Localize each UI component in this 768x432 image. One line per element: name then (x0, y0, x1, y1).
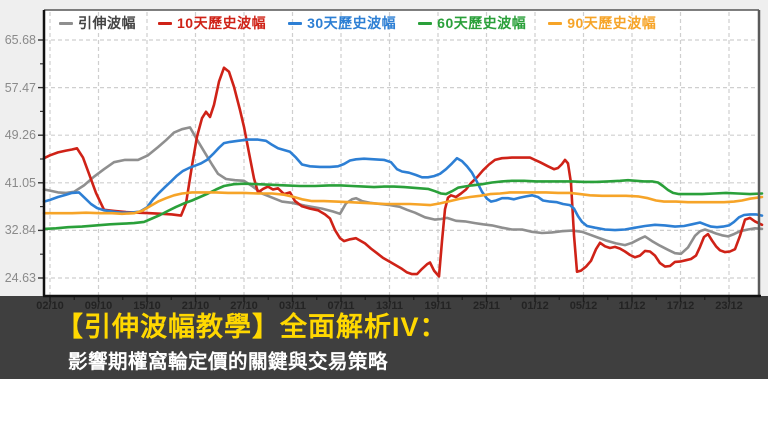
legend-dash-icon (548, 21, 563, 25)
x-axis-label: 15/10 (133, 300, 161, 312)
plot-background (44, 10, 759, 296)
series-line-hv60 (42, 178, 764, 231)
x-axis-label: 13/11 (376, 300, 403, 312)
x-axis-label: 01/12 (521, 300, 549, 312)
legend-dash-icon (288, 21, 303, 25)
x-axis-label: 21/10 (182, 300, 210, 312)
legend-label: 90天歷史波幅 (567, 15, 657, 31)
legend-item-hv60: 60天歷史波幅 (418, 13, 526, 33)
legend-item-hv90: 90天歷史波幅 (548, 13, 656, 33)
x-axis-label: 09/10 (85, 300, 113, 312)
x-axis-label: 05/12 (570, 300, 598, 312)
legend-dash-icon (158, 21, 172, 25)
y-axis-label: 32.84 (4, 223, 36, 238)
x-axis-label: 03/11 (279, 300, 306, 312)
x-axis-label: 17/12 (667, 300, 695, 312)
legend-item-iv: 引伸波幅 (59, 13, 136, 33)
legend-label: 10天歷史波幅 (177, 15, 267, 31)
y-axis-label: 65.68 (4, 33, 36, 47)
legend-dash-icon (418, 21, 433, 25)
y-axis-labels: 65.68 57.47 49.26 41.05 32.84 24.63 (0, 0, 38, 300)
banner-subtitle: 影響期權窩輪定價的關鍵與交易策略 (68, 351, 389, 373)
series-line-hv30 (42, 138, 764, 232)
x-axis-label: 11/12 (619, 300, 646, 312)
legend-item-hv30: 30天歷史波幅 (288, 13, 396, 33)
x-axis-label: 02/10 (36, 300, 64, 312)
legend-item-hv10: 10天歷史波幅 (158, 13, 266, 33)
x-axis-label: 25/11 (473, 300, 500, 312)
x-axis-label: 27/10 (230, 300, 258, 312)
x-axis-label: 23/12 (715, 300, 743, 312)
legend-label: 引伸波幅 (78, 15, 136, 31)
series-line-iv (42, 126, 764, 256)
series-line-hv10 (42, 66, 764, 278)
legend-label: 60天歷史波幅 (437, 15, 527, 31)
y-axis-label: 57.47 (4, 80, 36, 95)
series-line-hv90 (42, 191, 764, 216)
banner-band (0, 296, 768, 379)
y-axis-label: 49.26 (4, 128, 36, 143)
y-axis-label: 41.05 (4, 175, 36, 190)
legend-dash-icon (59, 21, 73, 25)
banner-title: 【引伸波幅教學】全面解析IV： (56, 312, 448, 342)
x-axis-label: 07/11 (328, 300, 355, 312)
y-axis-label: 24.63 (4, 271, 36, 285)
legend-label: 30天歷史波幅 (307, 15, 397, 31)
chart-legend: 引伸波幅 10天歷史波幅 30天歷史波幅 60天歷史波幅 90天歷史波幅 (59, 13, 656, 33)
x-axis-label: 19/11 (425, 300, 452, 312)
